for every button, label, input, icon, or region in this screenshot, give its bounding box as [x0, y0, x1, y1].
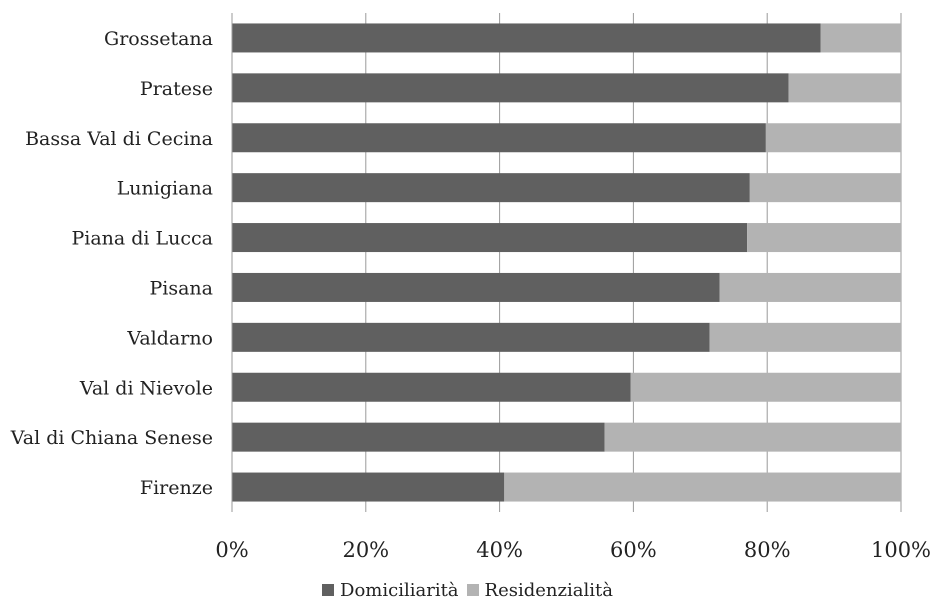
bar-residenzialita [820, 23, 901, 53]
category-label: Grossetana [104, 28, 213, 50]
bar-domiciliarita [232, 73, 789, 103]
bar-residenzialita [630, 372, 901, 402]
x-tick-label: 0% [215, 538, 248, 562]
category-label: Val di Chiana Senese [10, 427, 213, 449]
bar-residenzialita [749, 173, 901, 203]
category-label: Val di Nievole [79, 377, 213, 399]
bar-domiciliarita [232, 23, 821, 53]
bar-residenzialita [604, 422, 901, 452]
category-label: Firenze [140, 477, 213, 499]
legend-swatch-domiciliarita [322, 584, 335, 596]
bar-domiciliarita [232, 372, 631, 402]
category-label: Bassa Val di Cecina [25, 128, 213, 150]
legend-item-domiciliarita: Domiciliarità [322, 580, 459, 601]
x-tick-label: 20% [342, 538, 389, 562]
bar-domiciliarita [232, 272, 720, 302]
legend-swatch-residenzialita [466, 584, 479, 596]
category-label: Lunigiana [117, 178, 213, 200]
bar-domiciliarita [232, 472, 505, 502]
legend: Domiciliarità Residenzialità [0, 579, 935, 601]
category-label: Pisana [149, 277, 213, 299]
bar-residenzialita [765, 123, 901, 153]
x-tick-label: 100% [871, 538, 931, 562]
bar-domiciliarita [232, 173, 750, 203]
category-label: Valdarno [126, 327, 213, 349]
bar-residenzialita [788, 73, 901, 103]
x-tick-label: 80% [744, 538, 791, 562]
category-labels: Grossetana Pratese Bassa Val di Cecina Luni… [10, 28, 213, 499]
x-tick-labels: 0% 20% 40% 60% 80% 100% [215, 538, 931, 562]
bar-residenzialita [719, 272, 901, 302]
legend-label-residenzialita: Residenzialità [484, 579, 613, 601]
legend-label-domiciliarita: Domiciliarità [340, 579, 459, 601]
x-tick-label: 40% [476, 538, 523, 562]
category-label: Pratese [140, 78, 213, 100]
x-tick-label: 60% [610, 538, 657, 562]
bar-domiciliarita [232, 223, 748, 253]
bar-residenzialita [747, 223, 901, 253]
legend-item-residenzialita: Residenzialità [466, 579, 613, 601]
bars [232, 23, 901, 502]
chart: Grossetana Pratese Bassa Val di Cecina Luni… [10, 13, 931, 562]
category-label: Piana di Lucca [71, 228, 213, 250]
bar-residenzialita [504, 472, 901, 502]
bar-residenzialita [709, 322, 901, 352]
bar-domiciliarita [232, 422, 605, 452]
bar-domiciliarita [232, 123, 766, 153]
bar-domiciliarita [232, 322, 710, 352]
